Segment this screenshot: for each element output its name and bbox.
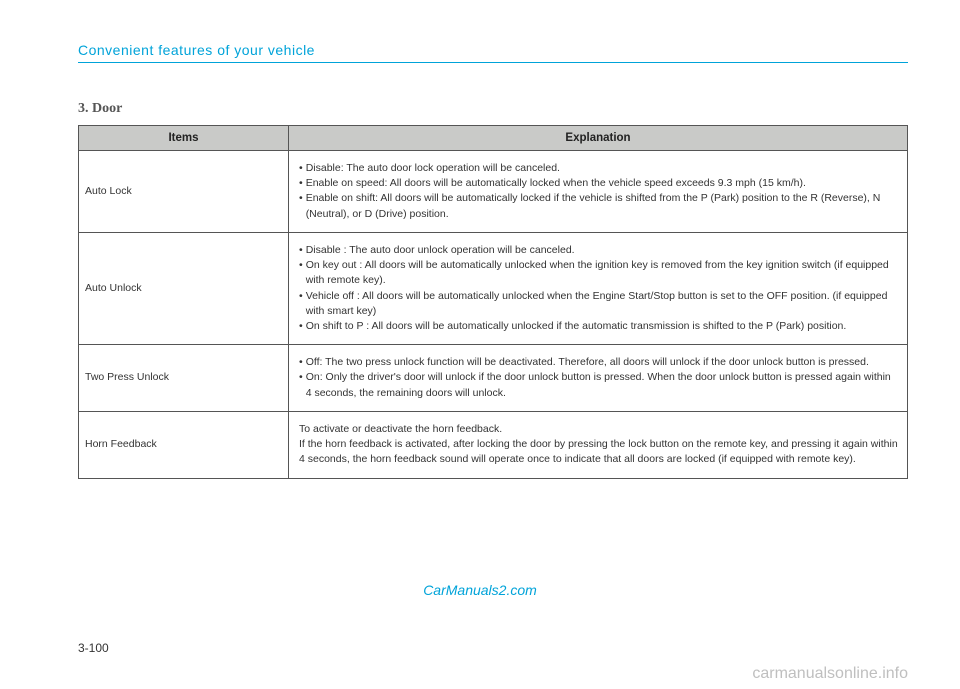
bullet-line: •Disable: The auto door lock operation w… bbox=[299, 161, 899, 176]
bullet-icon: • bbox=[299, 176, 303, 191]
bullet-icon: • bbox=[299, 319, 303, 334]
explanation-cell: •Disable: The auto door lock operation w… bbox=[289, 151, 908, 233]
col-header-explanation: Explanation bbox=[289, 126, 908, 151]
bullet-text: On: Only the driver's door will unlock i… bbox=[306, 370, 899, 400]
item-cell: Auto Lock bbox=[79, 151, 289, 233]
table-header-row: Items Explanation bbox=[79, 126, 908, 151]
watermark-bottom: carmanualsonline.info bbox=[752, 665, 908, 683]
plain-line: To activate or deactivate the horn feedb… bbox=[299, 422, 899, 437]
bullet-line: •Disable : The auto door unlock operatio… bbox=[299, 243, 899, 258]
explanation-cell: •Disable : The auto door unlock operatio… bbox=[289, 232, 908, 344]
watermark-center: CarManuals2.com bbox=[0, 582, 960, 598]
bullet-text: Vehicle off : All doors will be automati… bbox=[306, 289, 899, 319]
bullet-line: •On key out : All doors will be automati… bbox=[299, 258, 899, 288]
bullet-line: •Enable on speed: All doors will be auto… bbox=[299, 176, 899, 191]
bullet-text: Disable : The auto door unlock operation… bbox=[306, 243, 899, 258]
bullet-text: Enable on shift: All doors will be autom… bbox=[306, 191, 899, 221]
settings-table: Items Explanation Auto Lock•Disable: The… bbox=[78, 125, 908, 479]
page-number: 3-100 bbox=[78, 641, 109, 655]
table-row: Horn Feedback To activate or deactivate t… bbox=[79, 411, 908, 478]
bullet-line: •On shift to P : All doors will be autom… bbox=[299, 319, 899, 334]
bullet-icon: • bbox=[299, 243, 303, 258]
section-header: Convenient features of your vehicle bbox=[78, 42, 908, 63]
bullet-text: On key out : All doors will be automatic… bbox=[306, 258, 899, 288]
table-row: Auto Unlock•Disable : The auto door unlo… bbox=[79, 232, 908, 344]
bullet-line: •Enable on shift: All doors will be auto… bbox=[299, 191, 899, 221]
item-cell: Two Press Unlock bbox=[79, 345, 289, 412]
bullet-icon: • bbox=[299, 191, 303, 206]
table-row: Auto Lock •Disable: The auto door lock op… bbox=[79, 151, 908, 233]
bullet-icon: • bbox=[299, 161, 303, 176]
bullet-line: •Off: The two press unlock function will… bbox=[299, 355, 899, 370]
item-cell: Auto Unlock bbox=[79, 232, 289, 344]
bullet-icon: • bbox=[299, 355, 303, 370]
bullet-text: Off: The two press unlock function will … bbox=[306, 355, 899, 370]
bullet-text: Disable: The auto door lock operation wi… bbox=[306, 161, 899, 176]
col-header-items: Items bbox=[79, 126, 289, 151]
explanation-cell: •Off: The two press unlock function will… bbox=[289, 345, 908, 412]
item-cell: Horn Feedback bbox=[79, 411, 289, 478]
bullet-text: On shift to P : All doors will be automa… bbox=[306, 319, 899, 334]
bullet-line: •On: Only the driver's door will unlock … bbox=[299, 370, 899, 400]
table-row: Two Press Unlock •Off: The two press unlo… bbox=[79, 345, 908, 412]
subsection-title: 3. Door bbox=[78, 101, 908, 117]
plain-line: If the horn feedback is activated, after… bbox=[299, 437, 899, 467]
bullet-icon: • bbox=[299, 258, 303, 273]
bullet-line: •Vehicle off : All doors will be automat… bbox=[299, 289, 899, 319]
bullet-icon: • bbox=[299, 370, 303, 385]
explanation-cell: To activate or deactivate the horn feedb… bbox=[289, 411, 908, 478]
bullet-icon: • bbox=[299, 289, 303, 304]
bullet-text: Enable on speed: All doors will be autom… bbox=[306, 176, 899, 191]
